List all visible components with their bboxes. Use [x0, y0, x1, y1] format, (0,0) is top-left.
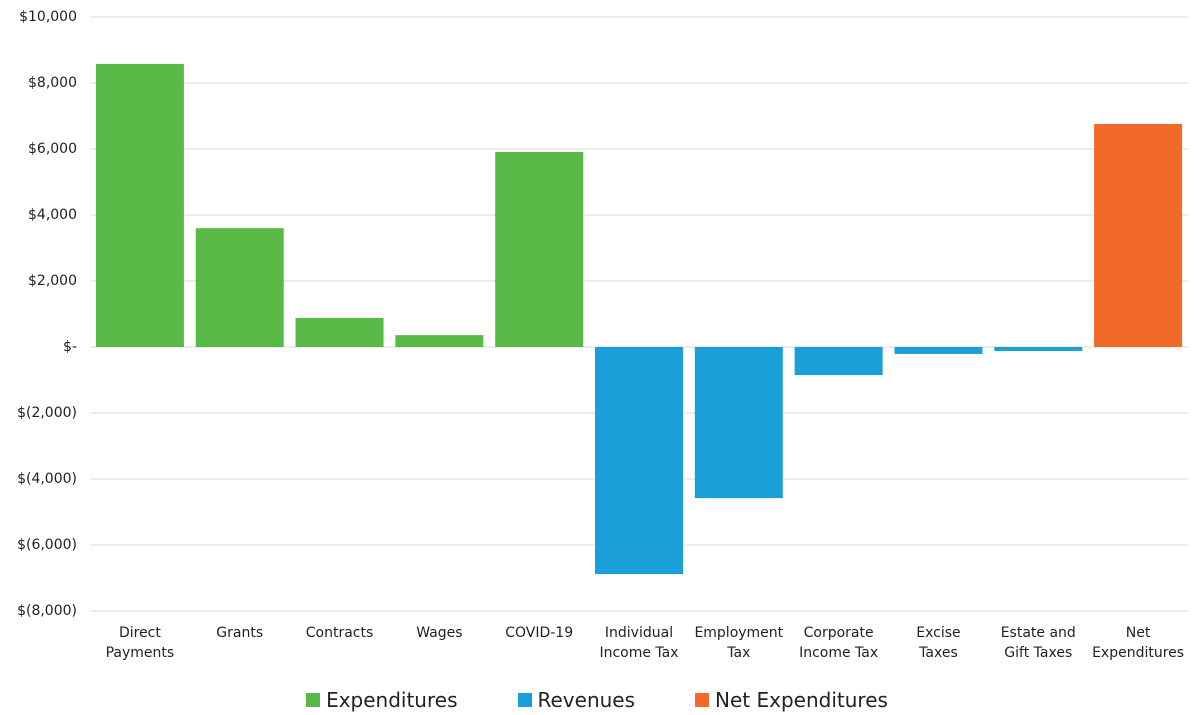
y-tick-label: $(2,000) — [17, 405, 77, 421]
bar — [95, 63, 184, 348]
y-tick-label: $2,000 — [28, 273, 77, 289]
x-tick-label: Contracts — [305, 625, 374, 641]
bar — [295, 317, 384, 347]
y-tick-label: $8,000 — [28, 75, 77, 91]
legend-item: Expenditures — [306, 688, 458, 712]
legend-swatch — [517, 693, 532, 707]
x-tick-label: Wages — [416, 625, 463, 641]
plot: $(8,000) $(6,000) $(4,000) $(2,000) $- $2,000… — [17, 9, 1188, 619]
y-tick-label: $4,000 — [28, 207, 77, 223]
x-tick-label: Direct Payments — [105, 625, 175, 661]
bar — [994, 347, 1083, 351]
bar — [395, 335, 484, 347]
bar — [1094, 123, 1183, 347]
y-tick-label: $(4,000) — [17, 471, 77, 487]
legend-swatch — [306, 693, 321, 707]
bar — [495, 151, 584, 347]
bar — [794, 347, 883, 376]
x-tick-label: Estate and Gift Taxes — [1000, 625, 1076, 661]
x-tick-label: Employment Tax — [694, 625, 784, 661]
x-tick-label: Excise Taxes — [916, 625, 961, 661]
bar — [694, 347, 783, 499]
legend-label: Revenues — [537, 688, 636, 712]
legend-item: Revenues — [517, 688, 636, 712]
legend-label: Expenditures — [326, 688, 458, 712]
y-tick-label: $(6,000) — [17, 537, 77, 553]
bar — [894, 347, 983, 354]
y-tick-label: $- — [63, 339, 77, 355]
bar — [195, 228, 284, 347]
legend-item: Net Expenditures — [695, 688, 888, 712]
bar — [595, 347, 683, 575]
legend-label: Net Expenditures — [715, 688, 888, 712]
y-tick-label: $(8,000) — [17, 603, 77, 619]
y-tick-label: $6,000 — [28, 141, 77, 157]
legend: Expenditures Revenues Net Expenditures — [0, 688, 1194, 712]
y-tick-label: $10,000 — [19, 9, 77, 25]
x-tick-label: Grants — [216, 625, 264, 641]
x-tick-label: Individual Income Tax — [599, 625, 679, 661]
x-tick-label: Corporate Income Tax — [799, 625, 879, 661]
legend-swatch — [695, 693, 710, 707]
x-tick-label: Net Expenditures — [1092, 625, 1185, 661]
x-tick-label: COVID-19 — [505, 625, 574, 641]
